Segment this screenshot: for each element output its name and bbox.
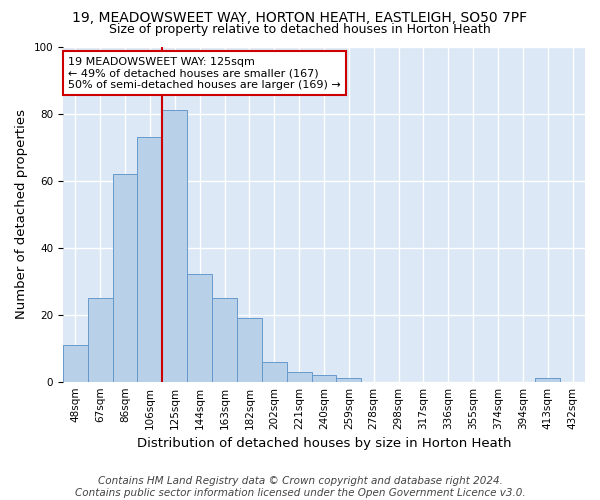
Bar	[63, 345, 88, 382]
Bar	[287, 372, 311, 382]
X-axis label: Distribution of detached houses by size in Horton Heath: Distribution of detached houses by size …	[137, 437, 511, 450]
Bar	[113, 174, 137, 382]
Bar	[212, 298, 237, 382]
Text: 19, MEADOWSWEET WAY, HORTON HEATH, EASTLEIGH, SO50 7PF: 19, MEADOWSWEET WAY, HORTON HEATH, EASTL…	[73, 11, 527, 25]
Bar	[311, 375, 337, 382]
Text: Size of property relative to detached houses in Horton Heath: Size of property relative to detached ho…	[109, 22, 491, 36]
Bar	[337, 378, 361, 382]
Bar	[262, 362, 287, 382]
Text: 19 MEADOWSWEET WAY: 125sqm
← 49% of detached houses are smaller (167)
50% of sem: 19 MEADOWSWEET WAY: 125sqm ← 49% of deta…	[68, 56, 341, 90]
Bar	[237, 318, 262, 382]
Bar	[88, 298, 113, 382]
Bar	[187, 274, 212, 382]
Bar	[137, 137, 163, 382]
Y-axis label: Number of detached properties: Number of detached properties	[15, 109, 28, 319]
Bar	[163, 110, 187, 382]
Bar	[535, 378, 560, 382]
Text: Contains HM Land Registry data © Crown copyright and database right 2024.
Contai: Contains HM Land Registry data © Crown c…	[74, 476, 526, 498]
